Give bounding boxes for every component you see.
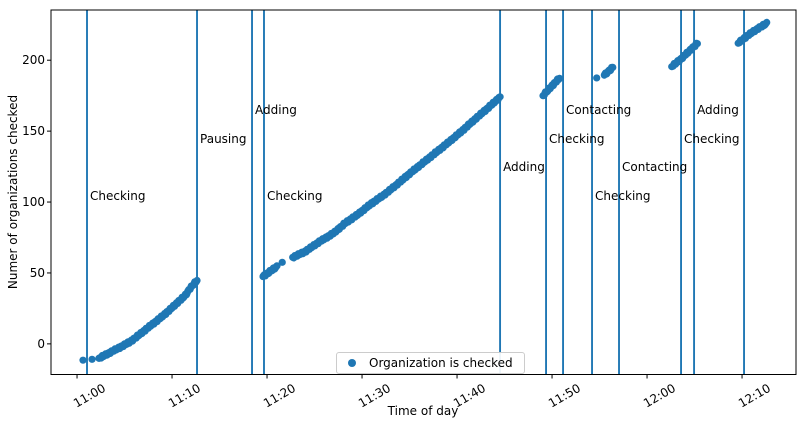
legend-label: Organization is checked <box>369 356 513 370</box>
scatter-series-segment <box>734 18 771 47</box>
scatter-series-segment <box>668 39 701 71</box>
y-tick-label: 200 <box>22 53 45 68</box>
y-tick-label: 50 <box>29 265 45 280</box>
scatter-point <box>278 258 286 266</box>
vline-label-checking: Checking <box>684 131 740 146</box>
scatter-series-segment <box>95 276 201 362</box>
scatter-point <box>79 356 87 364</box>
vline-label-contacting: Contacting <box>622 160 688 175</box>
scatter-point <box>593 74 601 82</box>
vline-label-checking: Checking <box>266 188 323 203</box>
scatter-series-segment <box>259 262 281 281</box>
vline-label-contacting: Contacting <box>566 103 632 118</box>
vline-label-adding: Adding <box>503 160 545 175</box>
scatter-series-segment <box>539 74 564 100</box>
vline-label-adding: Adding <box>697 103 739 118</box>
vline-label-adding: Adding <box>255 103 297 118</box>
legend: Organization is checked <box>336 352 525 374</box>
x-axis-label: Time of day <box>387 404 459 418</box>
scatter-point <box>88 355 96 363</box>
scatter-series-segment <box>600 63 617 79</box>
axes-spines <box>50 9 797 375</box>
y-tick-label: 100 <box>22 195 45 210</box>
scatter-series-segment <box>289 93 504 262</box>
vline-label-checking: Checking <box>549 131 605 146</box>
vline-label-pausing: Pausing <box>200 131 247 146</box>
vline-label-checking: Checking <box>595 188 651 203</box>
y-tick-label: 0 <box>37 336 45 351</box>
y-tick-label: 150 <box>22 124 45 139</box>
scatter-marker-icon <box>348 359 356 367</box>
y-axis-label: Numer of organizations checked <box>6 94 20 290</box>
vline-label-checking: Checking <box>90 188 146 203</box>
